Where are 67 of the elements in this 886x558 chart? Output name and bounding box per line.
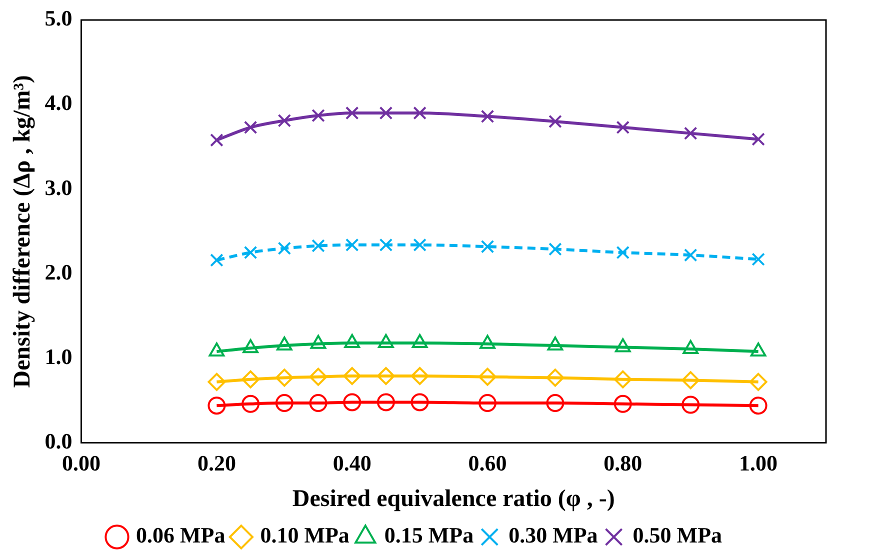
x-tick-label: 0.00 (62, 450, 101, 476)
point (312, 108, 325, 122)
legend-label: 0.06 MPa (136, 522, 226, 548)
point (548, 114, 562, 128)
point (309, 394, 328, 412)
point (379, 238, 393, 252)
point (278, 242, 292, 255)
y-axis-title: Density difference (Δρ , kg/m³) (10, 75, 36, 388)
x-tick-label: 0.80 (604, 450, 642, 476)
point (546, 368, 564, 387)
point (682, 396, 700, 414)
point (242, 394, 260, 413)
point (413, 106, 426, 120)
point (345, 238, 359, 252)
point (208, 372, 226, 391)
point (410, 393, 429, 412)
legend-label: 0.10 MPa (260, 522, 350, 548)
point (275, 368, 294, 387)
point (752, 132, 765, 146)
x-axis-title: Desired equivalence ratio (φ , -) (292, 486, 615, 512)
point (410, 367, 429, 385)
point (376, 367, 395, 385)
y-tick-label: 5.0 (44, 6, 72, 31)
legend-label: 0.15 MPa (384, 522, 474, 548)
y-tick-label: 3.0 (44, 174, 72, 200)
point (478, 368, 496, 386)
point (345, 106, 359, 120)
point (413, 238, 426, 252)
point (684, 248, 698, 262)
legend-label: 0.30 MPa (508, 522, 598, 548)
point (244, 246, 258, 260)
point (480, 110, 494, 124)
point (682, 371, 700, 390)
point (312, 239, 325, 252)
point (309, 368, 328, 386)
y-tick-label: 1.0 (44, 344, 72, 369)
point (752, 252, 765, 266)
x-tick-label: 0.20 (197, 450, 236, 476)
y-tick-label: 2.0 (44, 259, 72, 284)
point (616, 246, 630, 260)
point (379, 106, 393, 120)
x-tick-label: 0.40 (332, 450, 372, 476)
y-tick-label: 4.0 (44, 90, 72, 116)
x-tick-label: 1.00 (739, 450, 778, 476)
point (343, 393, 362, 412)
point (208, 396, 226, 415)
point (275, 394, 294, 412)
point (478, 394, 496, 412)
point (548, 242, 562, 256)
x-tick-label: 0.60 (468, 450, 507, 476)
point (749, 372, 768, 391)
y-tick-label: 0.0 (44, 428, 72, 454)
point (614, 394, 632, 413)
point (480, 240, 494, 254)
point (343, 367, 362, 385)
point (210, 133, 224, 147)
point (242, 370, 260, 388)
point (210, 253, 224, 267)
point (546, 394, 564, 412)
point (244, 120, 258, 134)
legend-label: 0.50 MPa (632, 522, 722, 548)
point (278, 114, 292, 128)
point (749, 396, 768, 415)
point (684, 126, 698, 140)
point (614, 370, 632, 388)
point (376, 393, 395, 412)
point (616, 120, 630, 134)
